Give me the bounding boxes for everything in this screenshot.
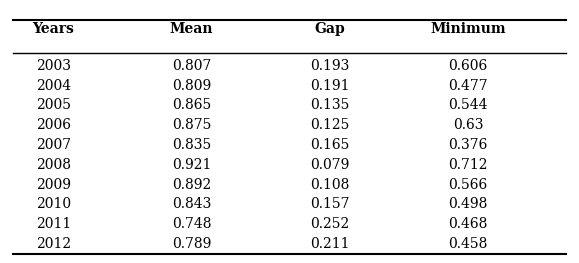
- Text: 0.498: 0.498: [449, 197, 488, 211]
- Text: 2012: 2012: [36, 237, 71, 251]
- Text: 0.544: 0.544: [448, 98, 488, 113]
- Text: 2003: 2003: [36, 59, 71, 73]
- Text: 0.748: 0.748: [172, 217, 211, 231]
- Text: 0.809: 0.809: [172, 79, 211, 93]
- Text: 0.468: 0.468: [449, 217, 488, 231]
- Text: 0.921: 0.921: [172, 158, 211, 172]
- Text: 0.566: 0.566: [449, 178, 488, 191]
- Text: 0.108: 0.108: [310, 178, 350, 191]
- Text: 0.712: 0.712: [448, 158, 488, 172]
- Text: 2011: 2011: [36, 217, 71, 231]
- Text: 0.865: 0.865: [172, 98, 211, 113]
- Text: 2005: 2005: [36, 98, 71, 113]
- Text: 0.789: 0.789: [172, 237, 211, 251]
- Text: 0.079: 0.079: [310, 158, 350, 172]
- Text: 2007: 2007: [36, 138, 71, 152]
- Text: Minimum: Minimum: [430, 22, 506, 36]
- Text: 0.211: 0.211: [310, 237, 350, 251]
- Text: 0.157: 0.157: [310, 197, 350, 211]
- Text: 2009: 2009: [36, 178, 71, 191]
- Text: 0.191: 0.191: [310, 79, 350, 93]
- Text: 0.477: 0.477: [448, 79, 488, 93]
- Text: 0.875: 0.875: [172, 118, 211, 132]
- Text: 0.63: 0.63: [453, 118, 483, 132]
- Text: 2004: 2004: [36, 79, 71, 93]
- Text: Mean: Mean: [170, 22, 213, 36]
- Text: 2008: 2008: [36, 158, 71, 172]
- Text: 0.135: 0.135: [310, 98, 350, 113]
- Text: 0.892: 0.892: [172, 178, 211, 191]
- Text: 2010: 2010: [36, 197, 71, 211]
- Text: 0.165: 0.165: [310, 138, 350, 152]
- Text: 0.843: 0.843: [172, 197, 211, 211]
- Text: 2006: 2006: [36, 118, 71, 132]
- Text: 0.252: 0.252: [310, 217, 350, 231]
- Text: 0.835: 0.835: [172, 138, 211, 152]
- Text: 0.125: 0.125: [310, 118, 350, 132]
- Text: 0.807: 0.807: [172, 59, 211, 73]
- Text: 0.376: 0.376: [449, 138, 488, 152]
- Text: 0.606: 0.606: [449, 59, 488, 73]
- Text: 0.458: 0.458: [449, 237, 488, 251]
- Text: Gap: Gap: [314, 22, 345, 36]
- Text: Years: Years: [32, 22, 74, 36]
- Text: 0.193: 0.193: [310, 59, 350, 73]
